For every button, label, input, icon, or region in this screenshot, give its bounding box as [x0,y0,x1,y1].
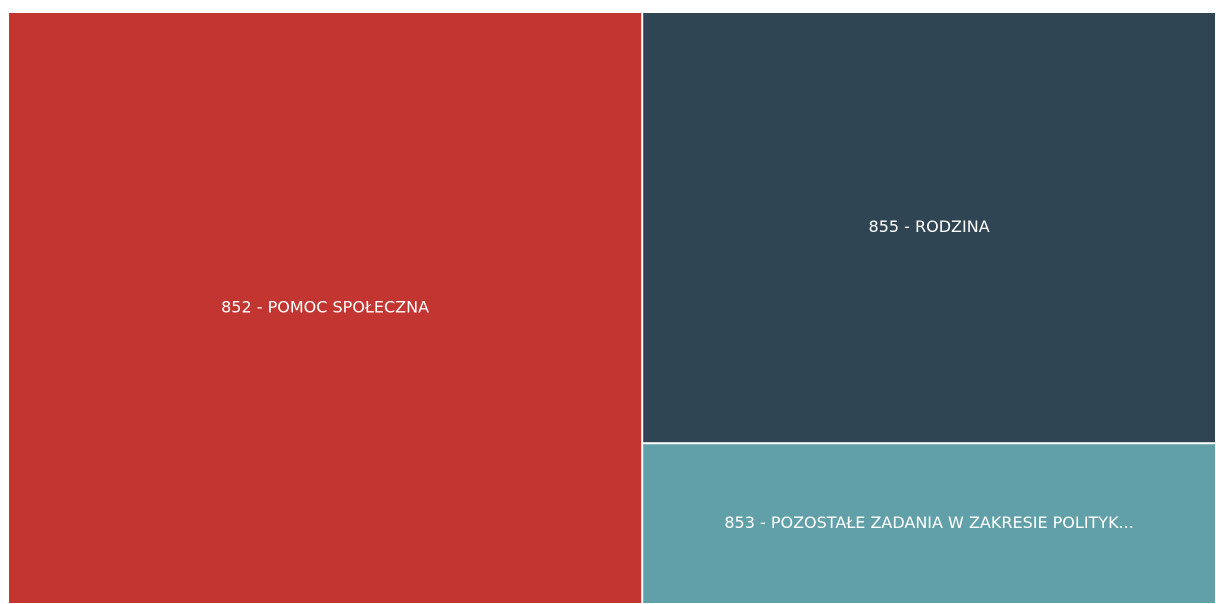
treemap-tile [643,444,1215,603]
treemap-tile [643,13,1215,443]
tile-label: 855 - RODZINA [869,217,990,236]
tile-label: 853 - POZOSTAŁE ZADANIA W ZAKRESIE POLIT… [724,513,1133,532]
treemap-tile [9,13,642,603]
tile-label: 852 - POMOC SPOŁECZNA [221,298,429,317]
